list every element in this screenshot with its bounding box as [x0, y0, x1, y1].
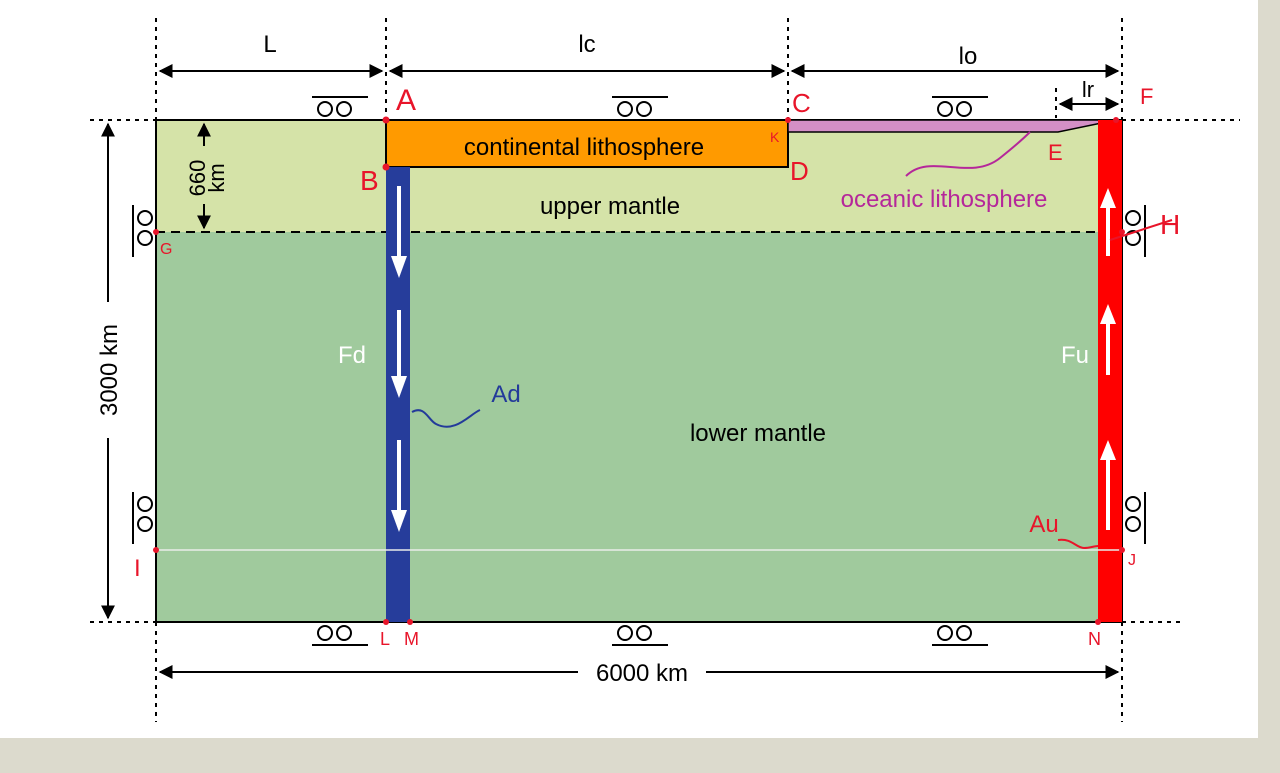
area-up-label: Au [1029, 511, 1058, 538]
oceanic-leader-line [905, 131, 1031, 177]
horizontal-guides [90, 119, 1240, 623]
roller-right-1 [1125, 205, 1146, 257]
point-j-dot [1119, 547, 1125, 553]
oceanic-lithosphere-plate [787, 119, 1117, 133]
roller-top-2 [612, 96, 668, 117]
up-arrow-2-head [1100, 304, 1116, 324]
dim-660-label-bg [180, 146, 228, 204]
point-g-dot [153, 229, 159, 235]
point-j-label: J [1128, 552, 1136, 569]
point-n-label: N [1088, 629, 1101, 649]
dim-lr-label: lr [1082, 77, 1094, 102]
oceanic-lithosphere-label: oceanic lithosphere [841, 186, 1048, 213]
point-i-dot [153, 547, 159, 553]
dim-lc-label: lc [578, 31, 595, 58]
downwelling-arrows [391, 186, 407, 532]
upwelling-arrows [1100, 188, 1116, 530]
point-h-leader [1109, 219, 1173, 241]
point-f-label: F [1140, 84, 1153, 109]
roller-left-2 [132, 492, 153, 544]
lower-mantle-region [156, 232, 1122, 622]
dim-depth-label-bg [92, 302, 124, 438]
force-up-label: Fu [1061, 342, 1089, 369]
corner-points [153, 116, 1125, 625]
top-dimension-arrows [158, 64, 1120, 111]
roller-top-1 [312, 96, 368, 117]
point-k-label: K [770, 129, 780, 145]
down-arrow-2-head [391, 376, 407, 398]
vertical-guides [155, 18, 1123, 722]
point-c-dot [785, 117, 791, 123]
rollers-left [132, 205, 153, 544]
roller-bottom-2 [612, 625, 668, 646]
point-d-label: D [790, 156, 809, 186]
dim-width-label: 6000 km [596, 660, 688, 687]
roller-top-3 [932, 96, 988, 117]
upper-mantle-label: upper mantle [540, 193, 680, 220]
point-c-label: C [792, 88, 811, 118]
ad-leader-line [411, 409, 481, 428]
up-arrow-1-head [1100, 188, 1116, 208]
point-m-label: M [404, 629, 419, 649]
lower-mantle-label: lower mantle [690, 420, 826, 447]
point-b-label: B [360, 165, 379, 196]
point-b-dot [382, 163, 390, 171]
point-l-label: L [380, 629, 390, 649]
au-leader-line [1057, 538, 1099, 550]
roller-bottom-1 [312, 625, 368, 646]
dim-lo-label: lo [959, 43, 978, 70]
point-g-label: G [160, 241, 172, 258]
continental-lithosphere-block [385, 119, 789, 168]
dim-width-label-bg [578, 656, 706, 688]
point-a-label: A [396, 84, 416, 117]
rollers-bottom [312, 625, 988, 646]
point-m-dot [407, 619, 413, 625]
roller-left-1 [132, 205, 153, 257]
dim-660-unit: km [204, 163, 229, 192]
point-h-dot [1119, 229, 1125, 235]
point-h-label: H [1160, 209, 1180, 240]
point-f-dot [1113, 117, 1119, 123]
point-l-dot [383, 619, 389, 625]
point-i-label: I [134, 555, 141, 582]
down-arrow-3-head [391, 510, 407, 532]
continental-lithosphere-label: continental lithosphere [464, 134, 704, 161]
roller-right-2 [1125, 492, 1146, 544]
up-arrow-3-head [1100, 440, 1116, 460]
force-down-label: Fd [338, 342, 366, 369]
point-e-label: E [1048, 140, 1063, 165]
point-n-dot [1095, 619, 1101, 625]
down-arrow-1-head [391, 256, 407, 278]
point-a-dot [382, 116, 390, 124]
dim-depth-label: 3000 km [96, 324, 123, 416]
point-labels: A B C D E F G H I J K L M N [134, 84, 1180, 649]
dim-660-value: 660 [185, 160, 210, 197]
dim-l-label: L [263, 31, 276, 58]
rollers-top [312, 96, 988, 117]
roller-bottom-3 [932, 625, 988, 646]
rollers-right [1125, 205, 1146, 544]
area-down-label: Ad [491, 381, 520, 408]
